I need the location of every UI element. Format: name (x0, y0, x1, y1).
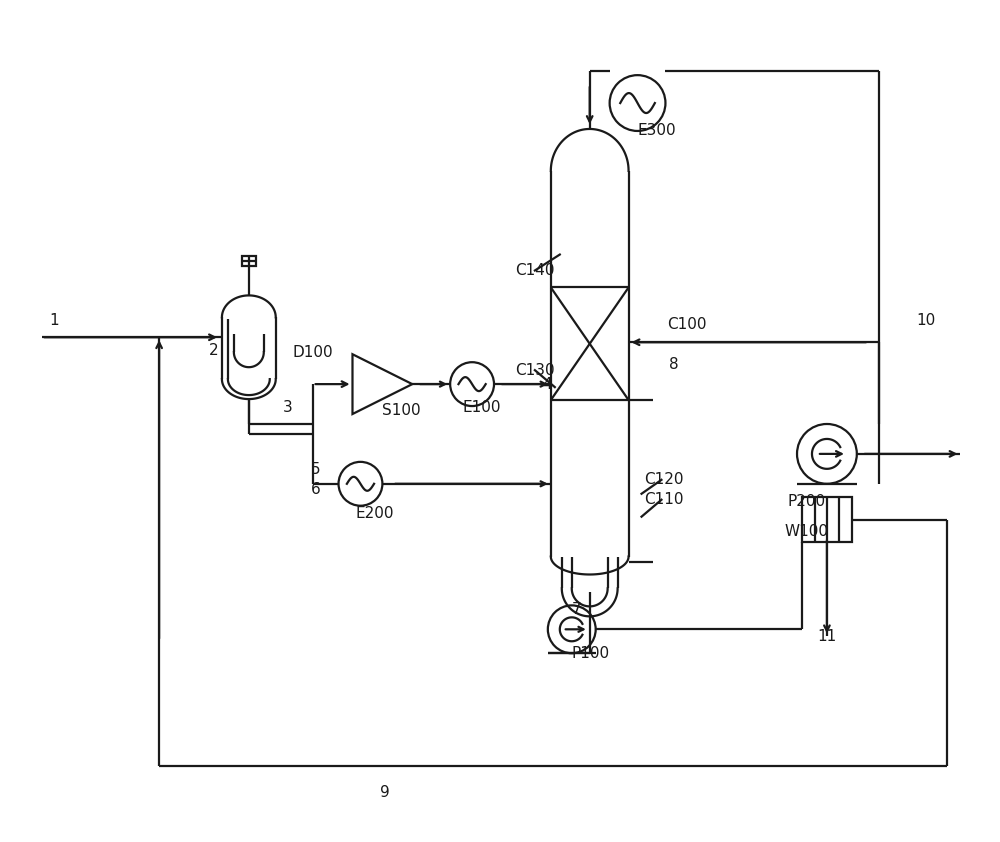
Text: P200: P200 (787, 494, 825, 509)
Text: 1: 1 (49, 313, 59, 328)
Text: 4: 4 (542, 376, 551, 392)
Text: W100: W100 (784, 524, 828, 539)
Text: P100: P100 (572, 646, 610, 661)
Text: C130: C130 (515, 363, 555, 378)
Text: E200: E200 (355, 506, 394, 521)
Text: E100: E100 (462, 400, 501, 414)
Text: 2: 2 (209, 343, 219, 358)
Text: 3: 3 (283, 400, 292, 414)
Text: D100: D100 (293, 344, 333, 360)
Text: C100: C100 (667, 317, 707, 332)
Bar (802, 498, 852, 542)
Text: 6: 6 (311, 482, 320, 498)
Text: C120: C120 (645, 472, 684, 488)
Text: 7: 7 (572, 602, 581, 617)
Text: S100: S100 (382, 402, 421, 418)
Text: C110: C110 (645, 493, 684, 507)
Text: 8: 8 (669, 357, 679, 371)
Bar (242, 256, 256, 265)
Text: 10: 10 (917, 313, 936, 328)
Text: C140: C140 (515, 263, 554, 278)
Text: 9: 9 (380, 786, 390, 800)
Text: E300: E300 (638, 124, 676, 138)
Text: 5: 5 (311, 462, 320, 477)
Text: 11: 11 (817, 629, 836, 644)
